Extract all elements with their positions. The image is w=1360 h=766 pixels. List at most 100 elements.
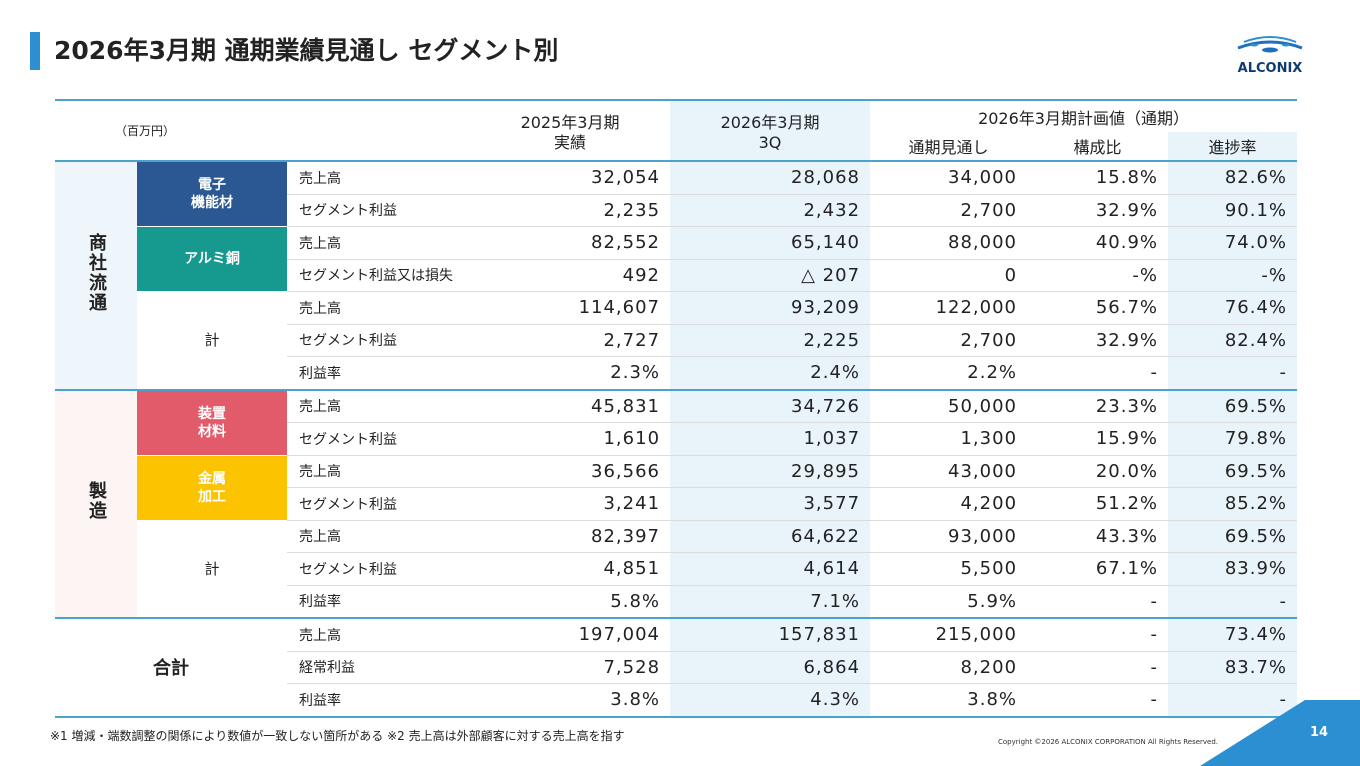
- col-header: 通期見通し: [908, 138, 989, 157]
- cell: 122,000: [870, 291, 1028, 325]
- group-label: 合計: [55, 617, 287, 718]
- cell: -%: [1027, 259, 1169, 292]
- table-row: 経常利益 7,528 6,864 8,200-83.7%: [55, 651, 1298, 684]
- cell: 157,831: [670, 617, 871, 652]
- cell: 8,200: [870, 651, 1028, 684]
- cell: 1,037: [670, 422, 871, 456]
- cell: 82.4%: [1168, 324, 1298, 357]
- cell: 64,622: [670, 520, 871, 553]
- cell: 43,000: [870, 455, 1028, 488]
- row-label: 売上高: [287, 388, 471, 423]
- cell: 492: [470, 259, 671, 292]
- table-row: セグメント利益 2,235 2,432 2,700 32.9% 90.1%: [55, 194, 1298, 227]
- cell: 79.8%: [1168, 422, 1298, 456]
- cell: 83.9%: [1168, 552, 1298, 586]
- table-row: セグメント利益 3,241 3,577 4,200 51.2% 85.2%: [55, 487, 1298, 521]
- cell: 3,241: [470, 487, 671, 521]
- cell: 4,614: [670, 552, 871, 586]
- table-row: 製造 装置 材料 売上高 45,831 34,726 50,000 23.3% 69.5%: [55, 388, 1298, 619]
- page-number: 14: [1310, 725, 1329, 740]
- copyright: Copyright ©2026 ALCONIX CORPORATION All …: [998, 738, 1219, 746]
- table-row: 利益率 2.3% 2.4% 2.2% - -: [55, 356, 1298, 390]
- table-row: セグメント利益又は損失 492 △ 207 0 -% -%: [55, 259, 1298, 292]
- row-label: 経常利益: [287, 651, 471, 684]
- table-row: セグメント利益 4,851 4,614 5,500 67.1% 83.9%: [55, 552, 1298, 586]
- row-label: 利益率: [287, 356, 471, 390]
- cell: 215,000: [870, 617, 1028, 652]
- cell: 56.7%: [1027, 291, 1169, 325]
- row-label: セグメント利益: [287, 324, 471, 357]
- table-row: 利益率 3.8% 4.3% 3.8% - -: [55, 683, 1298, 718]
- row-label: セグメント利益: [287, 422, 471, 456]
- table-row: セグメント利益 2,727 2,225 2,700 32.9% 82.4%: [55, 324, 1298, 357]
- table-row: セグメント利益 1,610 1,037 1,300 15.9% 79.8%: [55, 422, 1298, 456]
- cell: 65,140: [670, 226, 871, 260]
- row-label: 売上高: [287, 291, 471, 325]
- cell: 2.4%: [670, 356, 871, 390]
- cell: 2,700: [870, 324, 1028, 357]
- row-label: セグメント利益: [287, 552, 471, 586]
- cell: 88,000: [870, 226, 1028, 260]
- cell: -: [1168, 683, 1298, 718]
- cell: 50,000: [870, 388, 1028, 423]
- row-label: 利益率: [287, 683, 471, 718]
- cell: 82,397: [470, 520, 671, 553]
- cell: 90.1%: [1168, 194, 1298, 227]
- cell: 7,528: [470, 651, 671, 684]
- unit: （百万円）: [115, 124, 176, 138]
- corner-shape: [1200, 700, 1360, 766]
- table-row: 計売上高 114,607 93,209 122,000 56.7% 76.4%: [55, 291, 1298, 390]
- cell: 5.9%: [870, 585, 1028, 619]
- cell: 1,300: [870, 422, 1028, 456]
- cell: 32,054: [470, 160, 671, 195]
- cell: 82.6%: [1168, 160, 1298, 195]
- group-label-text: 製造: [86, 481, 107, 522]
- row-label: セグメント利益又は損失: [287, 259, 471, 292]
- col-header: 2026年3月期計画値（通期）: [978, 108, 1189, 128]
- group-label: 製造: [55, 388, 137, 619]
- cell: -: [1027, 617, 1169, 652]
- cell: 2,432: [670, 194, 871, 227]
- cell: 3.8%: [870, 683, 1028, 718]
- col-header: 2025年3月期 実績: [520, 112, 620, 152]
- cell: -: [1168, 585, 1298, 619]
- cell: 0: [870, 259, 1028, 292]
- cell: 67.1%: [1027, 552, 1169, 586]
- segment-label: 計: [137, 291, 287, 390]
- cell: -: [1027, 585, 1169, 619]
- col-header: 2026年3月期 3Q: [670, 100, 871, 161]
- cell: 85.2%: [1168, 487, 1298, 521]
- row-label: 売上高: [287, 226, 471, 260]
- cell: 114,607: [470, 291, 671, 325]
- cell: △ 207: [670, 259, 871, 292]
- cell: 74.0%: [1168, 226, 1298, 260]
- segment-table: （百万円） 2025年3月期 実績 2026年3月期 3Q 2026年3月期計画…: [55, 99, 1298, 718]
- row-label: 利益率: [287, 585, 471, 619]
- cell: 4,200: [870, 487, 1028, 521]
- cell: 34,000: [870, 160, 1028, 195]
- logo-text: ALCONIX: [1238, 61, 1303, 76]
- cell: -: [1027, 356, 1169, 390]
- segment-label: 装置 材料: [137, 388, 287, 456]
- cell: 3.8%: [470, 683, 671, 718]
- cell: 29,895: [670, 455, 871, 488]
- cell: 69.5%: [1168, 388, 1298, 423]
- table-row: アルミ銅 売上高 82,552 65,140 88,000 40.9% 74.0%: [55, 226, 1298, 292]
- cell: 15.8%: [1027, 160, 1169, 195]
- segment-label: 計: [137, 520, 287, 619]
- row-label: 売上高: [287, 455, 471, 488]
- cell: -: [1027, 651, 1169, 684]
- cell: 2.2%: [870, 356, 1028, 390]
- table-row: 合計 売上高 197,004 157,831 215,000-73.4%: [55, 617, 1298, 718]
- cell: -%: [1168, 259, 1298, 292]
- cell: 32.9%: [1027, 194, 1169, 227]
- cell: 69.5%: [1168, 520, 1298, 553]
- cell: 32.9%: [1027, 324, 1169, 357]
- row-label: セグメント利益: [287, 194, 471, 227]
- row-label: 売上高: [287, 160, 471, 195]
- cell: -: [1027, 683, 1169, 718]
- cell: 20.0%: [1027, 455, 1169, 488]
- segment-label: 金属 加工: [137, 455, 287, 521]
- cell: 3,577: [670, 487, 871, 521]
- cell: 1,610: [470, 422, 671, 456]
